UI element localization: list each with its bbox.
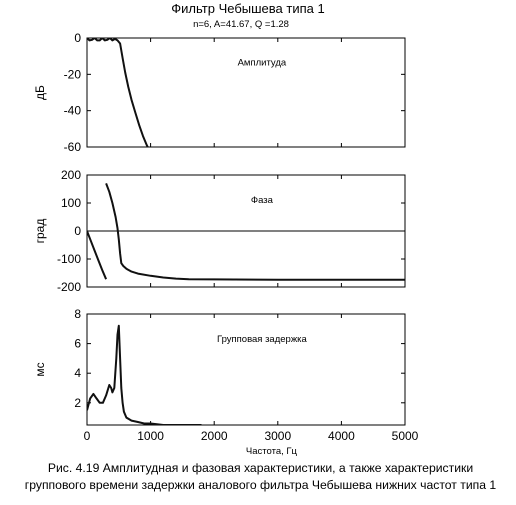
- panel-title: Фаза: [251, 195, 274, 206]
- panel-title: Амплитуда: [238, 57, 287, 68]
- y-axis-label: мс: [33, 362, 47, 376]
- figure-caption: Рис. 4.19 Амплитудная и фазовая характер…: [8, 460, 513, 494]
- plot-frame: [86, 37, 406, 148]
- x-tick-label: 1000: [137, 429, 164, 443]
- figure-canvas: Фильтр Чебышева типа 1 n=6, A=41.67, Q =…: [33, 1, 419, 457]
- y-tick-label: 2: [74, 396, 81, 410]
- series-line: [105, 183, 405, 281]
- x-tick-label: 5000: [392, 429, 419, 443]
- amplitude-panel: 0 -20 -40 -60 дБ Амплитуда: [33, 31, 406, 154]
- caption-line: группового времени задержки аналового фи…: [24, 478, 497, 492]
- y-tick-label: 4: [74, 366, 81, 380]
- y-tick-label: -40: [64, 104, 82, 118]
- y-tick-label: 100: [61, 196, 81, 210]
- y-axis-label: дБ: [33, 85, 47, 100]
- caption-line: Рис. 4.19 Амплитудная и фазовая характер…: [47, 461, 474, 475]
- y-tick-label: 8: [74, 307, 81, 321]
- figure-subtitle: n=6, A=41.67, Q =1.28: [193, 19, 289, 30]
- y-tick-label: -200: [57, 280, 81, 294]
- series-line: [87, 324, 202, 425]
- x-axis-label: Частота, Гц: [246, 446, 298, 457]
- x-tick-label: 4000: [328, 429, 355, 443]
- y-tick-label: -20: [64, 67, 82, 81]
- group-delay-panel: 8 6 4 2 0 1000 2000 3000 4000 5000 мс Частота, Гц Гр…: [33, 307, 419, 457]
- series-line: [87, 230, 108, 280]
- x-tick-label: 2000: [201, 429, 228, 443]
- x-tick-label: 0: [84, 429, 91, 443]
- y-tick-label: 200: [61, 168, 81, 182]
- panel-title: Групповая задержка: [217, 334, 308, 345]
- y-tick-label: 0: [74, 31, 81, 45]
- plot-frame: [86, 313, 406, 426]
- series-line: [87, 38, 149, 147]
- phase-panel: 200 100 0 -100 -200 град Фаза: [33, 168, 406, 294]
- y-tick-label: -60: [64, 140, 82, 154]
- y-tick-label: 0: [74, 224, 81, 238]
- figure-title: Фильтр Чебышева типа 1: [171, 1, 324, 16]
- y-tick-label: -100: [57, 252, 81, 266]
- x-tick-label: 3000: [264, 429, 291, 443]
- y-axis-label: град: [33, 219, 47, 244]
- y-tick-label: 6: [74, 337, 81, 351]
